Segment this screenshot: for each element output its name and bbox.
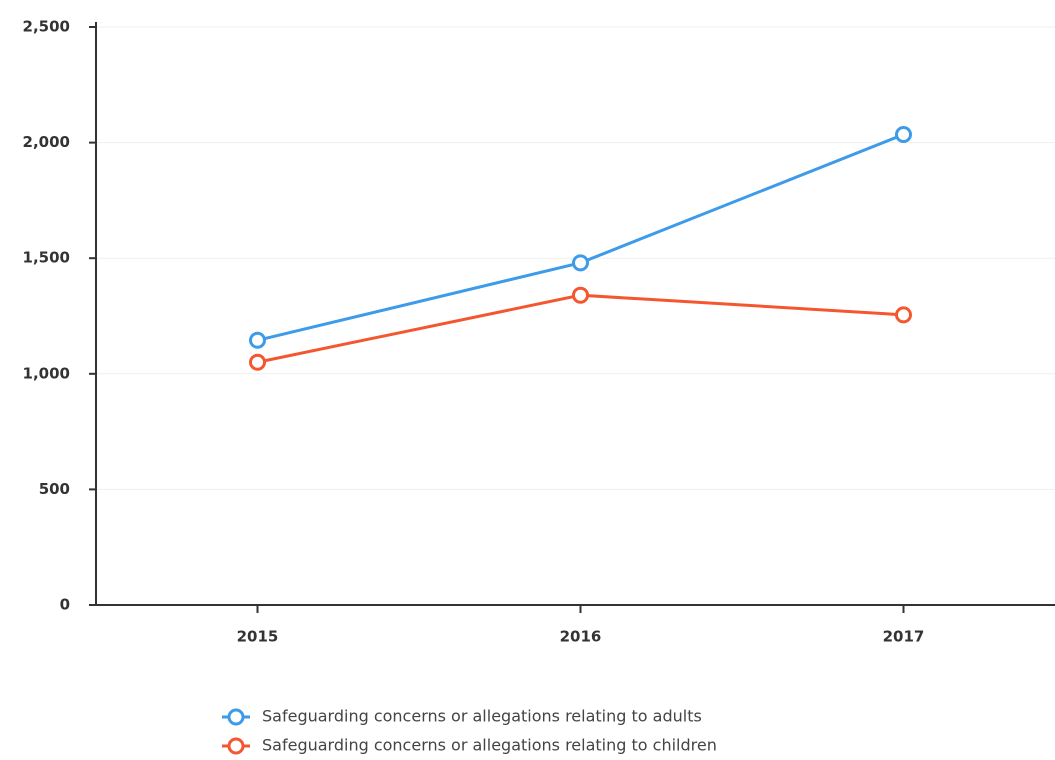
data-point — [895, 306, 912, 324]
y-tick-label: 1,500 — [23, 249, 70, 267]
data-point — [572, 254, 589, 272]
y-tick-label: 500 — [39, 480, 70, 498]
data-point — [249, 331, 266, 349]
data-point — [249, 353, 266, 371]
x-tick-label: 2015 — [237, 628, 279, 646]
data-point — [572, 286, 589, 304]
series-line — [257, 293, 904, 364]
data-point — [895, 126, 912, 144]
y-tick-label: 2,000 — [23, 133, 70, 151]
legend-label: Safeguarding concerns or allegations rel… — [262, 707, 702, 726]
x-tick-label: 2017 — [883, 628, 925, 646]
y-tick-label: 1,000 — [23, 364, 70, 382]
x-tick-label: 2016 — [560, 628, 602, 646]
legend-marker — [227, 737, 245, 755]
legend-marker — [227, 708, 245, 726]
legend-label: Safeguarding concerns or allegations rel… — [262, 736, 717, 755]
y-tick-label: 2,500 — [23, 18, 70, 36]
y-tick-label: 0 — [60, 596, 70, 614]
